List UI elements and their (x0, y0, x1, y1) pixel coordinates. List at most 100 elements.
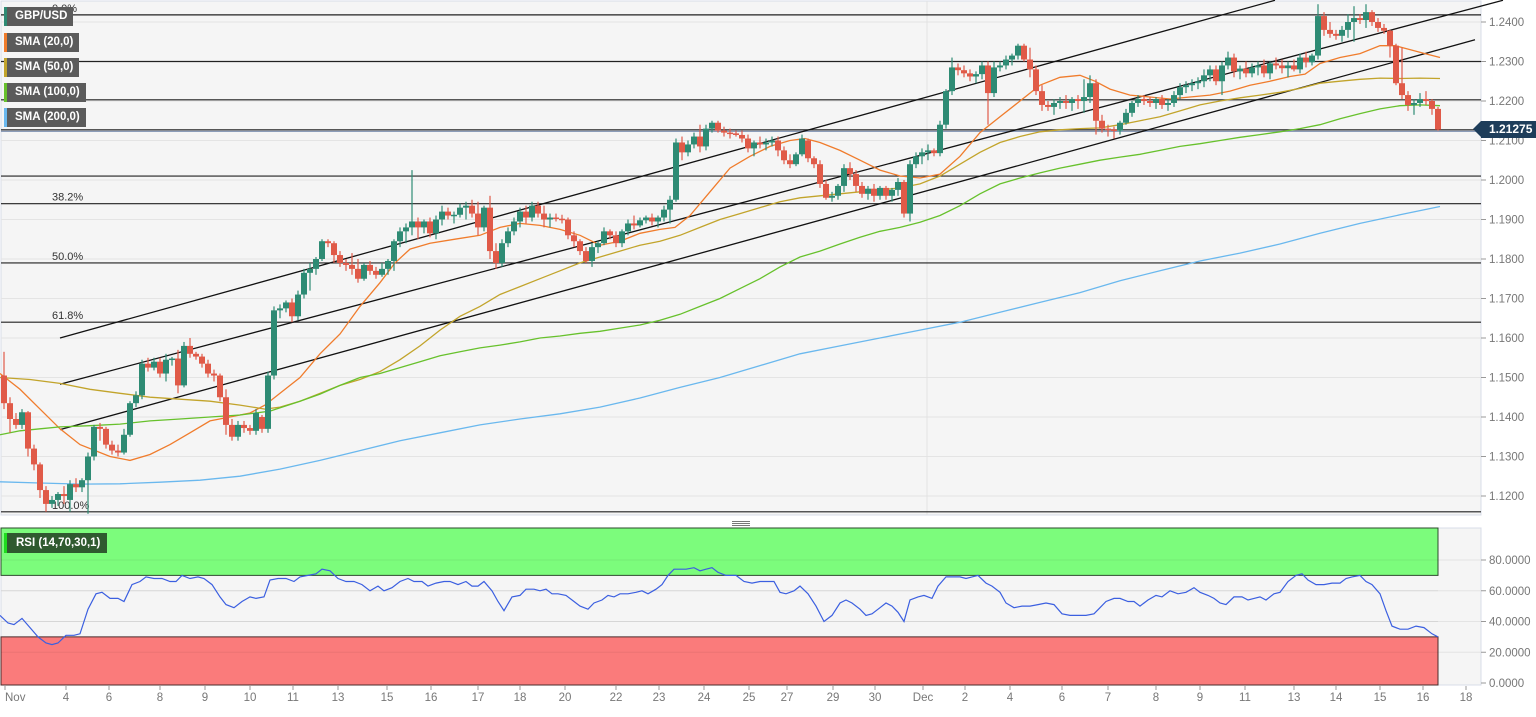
bear-candle[interactable] (1429, 99, 1435, 115)
legend-item-sma200[interactable]: SMA (200,0) (4, 108, 86, 127)
bull-candle[interactable] (301, 268, 307, 299)
bull-candle[interactable] (139, 359, 145, 400)
bear-candle[interactable] (961, 65, 967, 78)
bull-candle[interactable] (295, 290, 301, 321)
bear-candle[interactable] (523, 205, 529, 224)
bear-candle[interactable] (967, 69, 973, 82)
bull-candle[interactable] (1003, 55, 1009, 70)
bull-candle[interactable] (655, 215, 661, 228)
bull-candle[interactable] (547, 213, 553, 228)
bear-candle[interactable] (289, 298, 295, 323)
bull-candle[interactable] (1123, 108, 1129, 125)
bull-candle[interactable] (67, 480, 73, 512)
bull-candle[interactable] (49, 496, 55, 508)
bull-candle[interactable] (1297, 53, 1303, 74)
price-pane[interactable]: 1.2400 1.2300 1.2200 1.2100 1.2000 1.1900 1.18… (0, 0, 1524, 516)
bull-candle[interactable] (319, 239, 325, 261)
bull-candle[interactable] (601, 227, 607, 246)
bear-candle[interactable] (853, 170, 859, 192)
bull-candle[interactable] (673, 138, 679, 202)
bear-candle[interactable] (43, 486, 49, 512)
bull-candle[interactable] (595, 241, 601, 254)
bull-candle[interactable] (877, 185, 883, 200)
bull-candle[interactable] (517, 207, 523, 228)
bull-candle[interactable] (661, 205, 667, 222)
bull-candle[interactable] (793, 152, 799, 167)
bull-candle[interactable] (121, 428, 127, 455)
bull-candle[interactable] (79, 478, 85, 493)
bear-candle[interactable] (721, 126, 727, 137)
bear-candle[interactable] (733, 130, 739, 137)
bull-candle[interactable] (1219, 61, 1225, 96)
bear-candle[interactable] (445, 207, 451, 220)
bull-candle[interactable] (511, 217, 517, 236)
bull-candle[interactable] (1129, 101, 1135, 117)
bear-candle[interactable] (223, 389, 229, 435)
bear-candle[interactable] (607, 229, 613, 240)
bear-candle[interactable] (883, 185, 889, 200)
bear-candle[interactable] (157, 357, 163, 378)
bear-candle[interactable] (427, 217, 433, 238)
bull-candle[interactable] (85, 452, 91, 514)
bear-candle[interactable] (1231, 53, 1237, 78)
bull-candle[interactable] (691, 132, 697, 149)
bull-candle[interactable] (313, 257, 319, 275)
bear-candle[interactable] (817, 160, 823, 188)
bull-candle[interactable] (769, 136, 775, 147)
bull-candle[interactable] (925, 144, 931, 161)
bear-candle[interactable] (247, 424, 253, 435)
bull-candle[interactable] (169, 356, 175, 366)
bear-candle[interactable] (373, 266, 379, 279)
bear-candle[interactable] (1405, 91, 1411, 111)
bull-candle[interactable] (1069, 97, 1075, 111)
bear-candle[interactable] (367, 260, 373, 275)
bear-candle[interactable] (1291, 59, 1297, 72)
bull-candle[interactable] (1051, 99, 1057, 115)
bear-candle[interactable] (37, 462, 43, 498)
bear-candle[interactable] (775, 136, 781, 157)
bear-candle[interactable] (1099, 114, 1105, 133)
bull-candle[interactable] (685, 140, 691, 157)
bear-candle[interactable] (343, 259, 349, 271)
rsi-indicator-label[interactable]: RSI (14,70,30,1) (4, 533, 108, 553)
bull-candle[interactable] (1081, 79, 1087, 113)
bull-candle[interactable] (403, 223, 409, 244)
bear-candle[interactable] (493, 243, 499, 269)
bear-candle[interactable] (679, 136, 685, 161)
bull-candle[interactable] (973, 71, 979, 84)
bear-candle[interactable] (61, 486, 67, 504)
bull-candle[interactable] (1207, 65, 1213, 82)
bull-candle[interactable] (1315, 4, 1321, 60)
bear-candle[interactable] (337, 251, 343, 267)
bear-candle[interactable] (1105, 124, 1111, 137)
bear-candle[interactable] (115, 444, 121, 457)
bear-candle[interactable] (193, 351, 199, 360)
bull-candle[interactable] (1237, 65, 1243, 80)
bull-candle[interactable] (421, 219, 427, 234)
bull-candle[interactable] (391, 239, 397, 271)
bear-candle[interactable] (73, 478, 79, 493)
bull-candle[interactable] (943, 89, 949, 129)
bear-candle[interactable] (745, 134, 751, 153)
bull-candle[interactable] (997, 61, 1003, 72)
bull-candle[interactable] (1225, 51, 1231, 70)
bull-candle[interactable] (619, 229, 625, 248)
bull-candle[interactable] (949, 57, 955, 96)
bull-candle[interactable] (361, 262, 367, 281)
bear-candle[interactable] (1141, 95, 1147, 105)
bull-candle[interactable] (451, 211, 457, 224)
bear-candle[interactable] (1159, 95, 1165, 109)
bear-candle[interactable] (823, 180, 829, 200)
bear-candle[interactable] (811, 156, 817, 169)
bear-candle[interactable] (1147, 97, 1153, 107)
bear-candle[interactable] (1039, 85, 1045, 111)
bull-candle[interactable] (277, 304, 283, 319)
bear-candle[interactable] (487, 195, 493, 259)
bull-candle[interactable] (439, 205, 445, 226)
bull-candle[interactable] (1195, 77, 1201, 90)
bear-candle[interactable] (1075, 95, 1081, 109)
bull-candle[interactable] (19, 409, 25, 429)
bull-candle[interactable] (1309, 53, 1315, 66)
bull-candle[interactable] (1057, 97, 1063, 109)
rsi-pane[interactable]: 80.0000 60.0000 40.0000 20.0000 0.0000 (0, 527, 1531, 690)
